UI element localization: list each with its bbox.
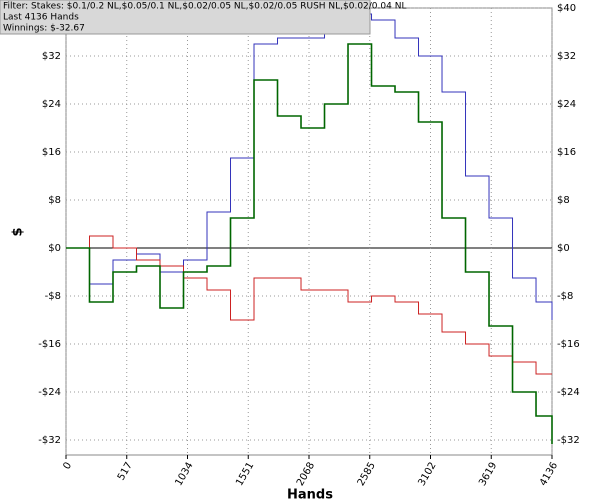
info-box (0, 0, 371, 35)
series-line (66, 43, 553, 445)
info-winnings: Winnings: $-32.67 (3, 24, 85, 34)
y-tick-label: -$32 (38, 435, 61, 446)
y-tick-label: $32 (42, 51, 61, 62)
x-tick-label: 4136 (538, 461, 560, 489)
y-tick-label-right: -$32 (557, 435, 580, 446)
y-tick-label-right: $40 (557, 3, 576, 14)
x-tick-label: 3102 (416, 461, 438, 489)
info-hands: Last 4136 Hands (3, 13, 79, 23)
y-axis-label: $ (11, 227, 26, 236)
y-tick-label-right: $24 (557, 99, 576, 110)
y-tick-label-right: -$16 (557, 339, 580, 350)
x-tick-label: 3619 (477, 461, 499, 489)
x-tick-label: 1034 (173, 461, 195, 489)
y-tick-label-right: -$24 (557, 387, 580, 398)
x-tick-label: 0 (61, 461, 74, 472)
y-tick-label: $0 (48, 243, 61, 254)
y-tick-label-right: $16 (557, 147, 576, 158)
y-tick-label-right: -$8 (557, 291, 573, 302)
y-tick-label: -$16 (38, 339, 61, 350)
y-tick-label-right: $0 (557, 243, 570, 254)
plot-area (65, 7, 553, 456)
x-tick-label: 2585 (356, 461, 378, 489)
y-tick-label: -$8 (45, 291, 61, 302)
y-tick-label-right: $8 (557, 195, 570, 206)
x-axis-label: Hands (287, 488, 333, 503)
info-filter: Filter: Stakes: $0.1/0.2 NL,$0.05/0.1 NL… (3, 2, 406, 12)
y-tick-label: $8 (48, 195, 61, 206)
y-tick-label: $24 (42, 99, 61, 110)
y-tick-label-right: $32 (557, 51, 576, 62)
x-tick-label: 517 (116, 461, 135, 483)
y-tick-label: $16 (42, 147, 61, 158)
series-line (66, 235, 552, 375)
x-tick-label: 1551 (234, 461, 256, 489)
x-tick-label: 2068 (295, 461, 317, 489)
y-tick-label: -$24 (38, 387, 61, 398)
